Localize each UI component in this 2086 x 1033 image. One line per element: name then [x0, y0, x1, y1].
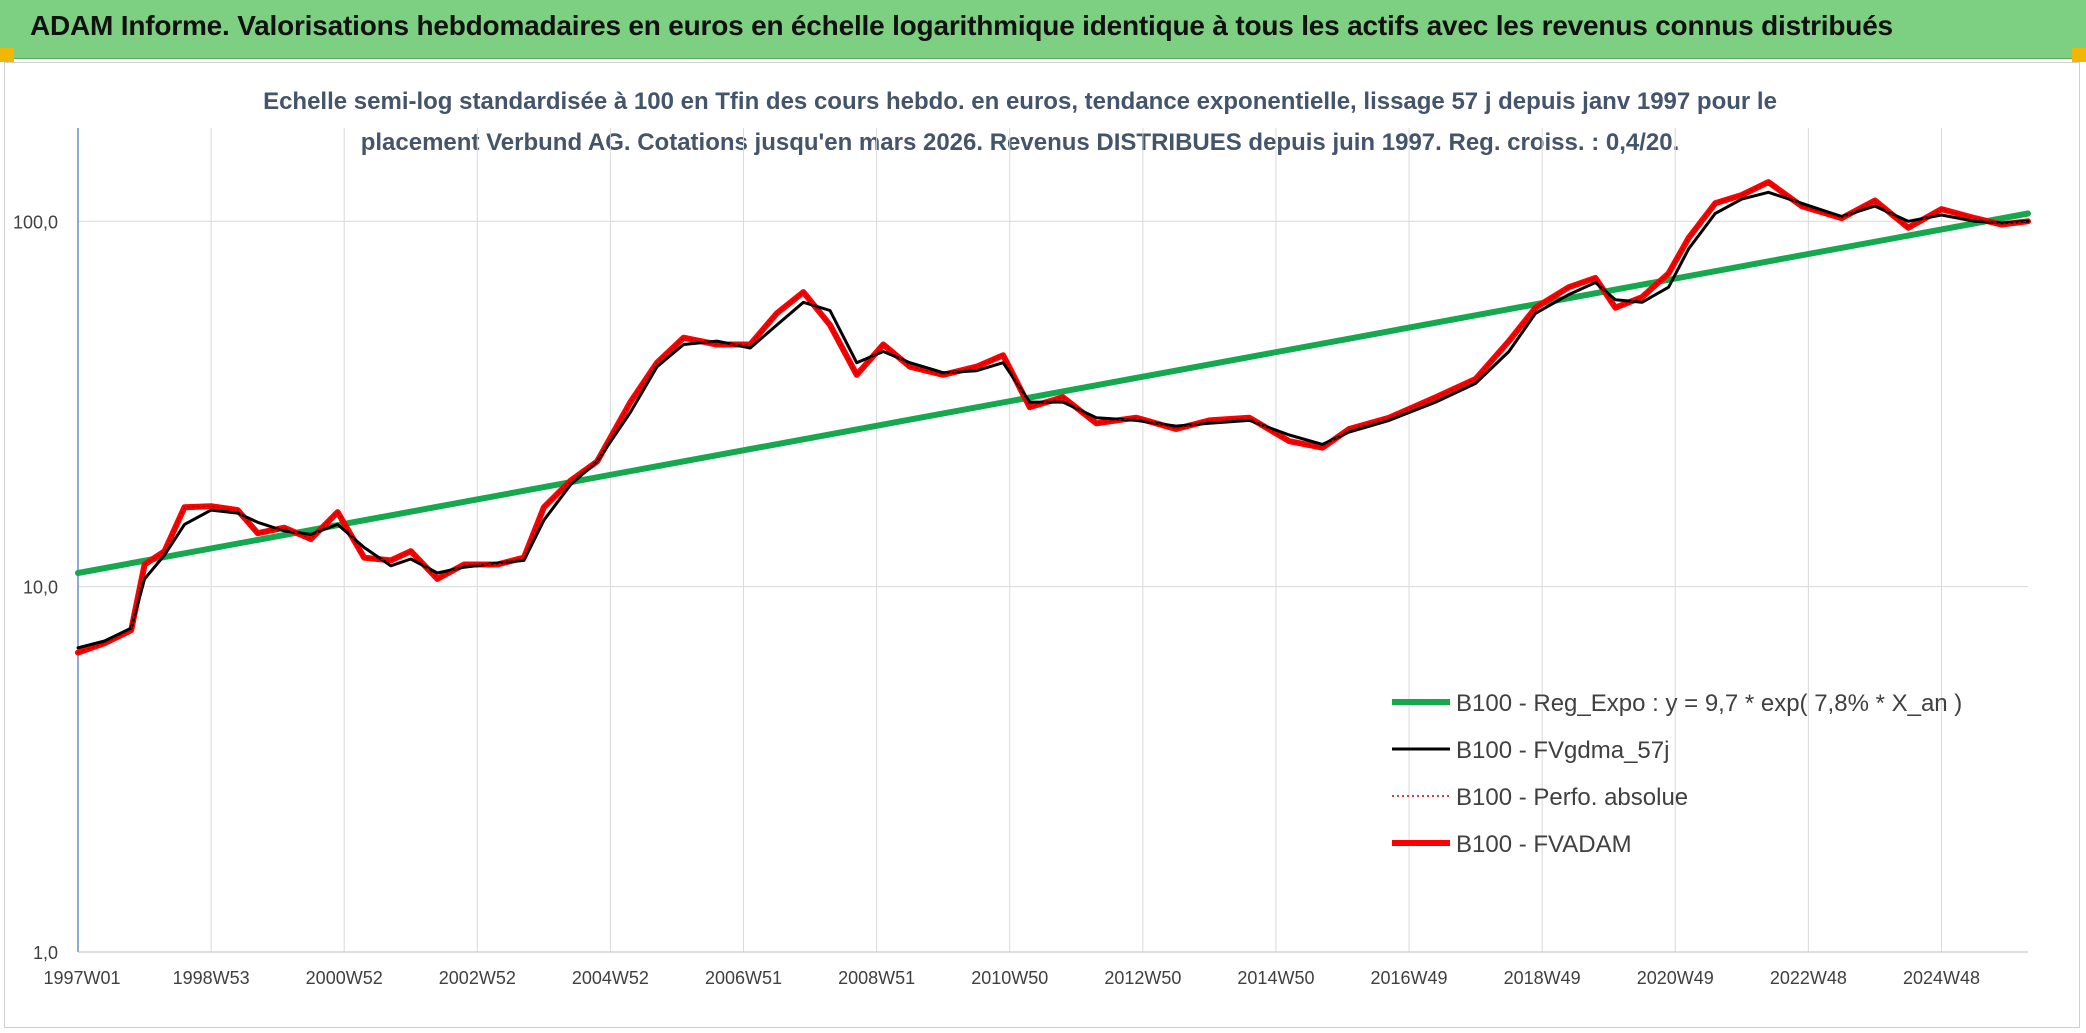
- chart-frame: [4, 62, 2080, 1028]
- chart-subtitle-line2: placement Verbund AG. Cotations jusqu'en…: [360, 129, 1680, 156]
- series-line-1: [76, 190, 2030, 650]
- legend-label: B100 - Perfo. absolue: [1456, 784, 1688, 811]
- x-tick-label: 2020W49: [1637, 968, 1714, 988]
- axes: 1,0 10,0 100,0 1997W01 1998W53 2000W52 2002W52…: [13, 128, 2028, 988]
- x-tick-label: 2000W52: [306, 968, 383, 988]
- x-tick-label: 2016W49: [1371, 968, 1448, 988]
- x-tick-label: 2010W50: [971, 968, 1048, 988]
- x-tick-label: 2006W51: [705, 968, 782, 988]
- series-lines: [75, 179, 2031, 656]
- legend: B100 - Reg_Expo : y = 9,7 * exp( 7,8% * …: [1392, 690, 1962, 858]
- corner-marker-right: [2072, 48, 2086, 62]
- chart-subtitle-line1: Echelle semi-log standardisée à 100 en T…: [263, 88, 1777, 115]
- x-tick-label: 1998W53: [173, 968, 250, 988]
- x-tick-label: 2024W48: [1903, 968, 1980, 988]
- legend-label: B100 - Reg_Expo : y = 9,7 * exp( 7,8% * …: [1456, 690, 1962, 717]
- corner-marker-left: [0, 48, 14, 62]
- y-tick-label: 100,0: [13, 212, 58, 232]
- series-line-2: [77, 181, 2029, 654]
- report-banner: ADAM Informe. Valorisations hebdomadaire…: [0, 0, 2086, 59]
- legend-label: B100 - FVgdma_57j: [1456, 737, 1669, 764]
- series-line-3: [75, 179, 2031, 656]
- x-tick-label: 2008W51: [838, 968, 915, 988]
- x-tick-label: 2012W50: [1104, 968, 1181, 988]
- report-title: ADAM Informe. Valorisations hebdomadaire…: [30, 10, 1893, 41]
- x-tick-label: 2014W50: [1237, 968, 1314, 988]
- legend-label: B100 - FVADAM: [1456, 831, 1632, 858]
- gridlines: [78, 128, 2028, 953]
- y-tick-label: 10,0: [23, 578, 58, 598]
- series-line-0: [75, 210, 2031, 576]
- x-tick-label: 2018W49: [1504, 968, 1581, 988]
- y-tick-label: 1,0: [33, 943, 58, 963]
- x-tick-label: 1997W01: [43, 968, 120, 988]
- x-tick-label: 2002W52: [439, 968, 516, 988]
- x-tick-label: 2004W52: [572, 968, 649, 988]
- x-tick-label: 2022W48: [1770, 968, 1847, 988]
